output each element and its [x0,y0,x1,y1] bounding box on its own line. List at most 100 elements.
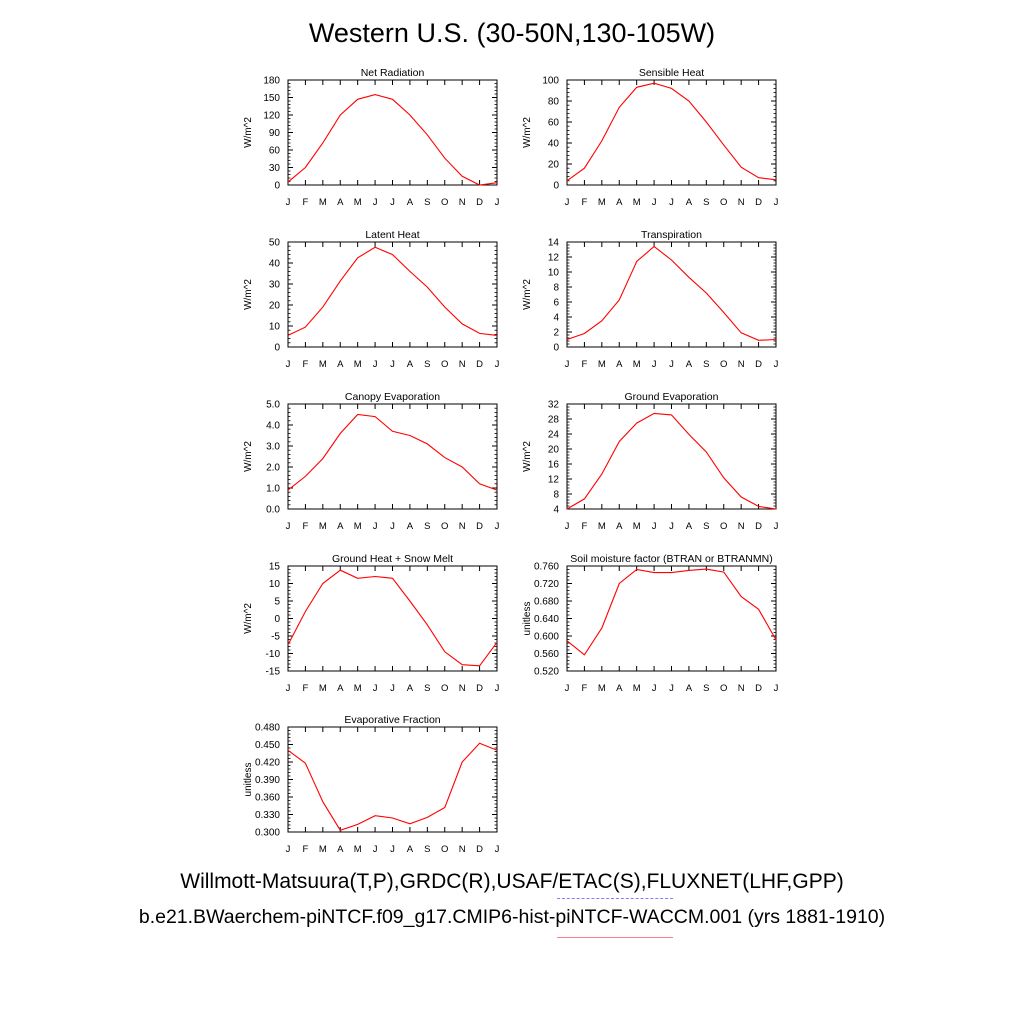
x-tick-label: A [407,197,414,208]
x-tick-label: J [373,844,378,855]
y-tick-label: 60 [269,146,281,157]
y-axis-label: W/m^2 [243,603,254,634]
y-tick-label: 60 [548,118,560,129]
x-tick-label: D [755,521,762,532]
x-tick-label: J [390,683,395,694]
chart-title: Net Radiation [361,67,425,79]
y-tick-label: 0.420 [255,758,280,769]
x-tick-label: A [686,683,693,694]
x-tick-label: A [337,683,344,694]
y-tick-label: 30 [269,280,281,291]
series-line [287,569,498,667]
plot-frame [287,241,498,348]
x-tick-label: S [424,359,430,370]
chart-title: Ground Heat + Snow Melt [332,553,453,565]
y-tick-label: 15 [269,562,281,573]
x-tick-label: J [495,844,500,855]
x-tick-label: J [774,683,779,694]
y-tick-label: 0.480 [255,723,280,734]
y-tick-label: 5.0 [266,400,280,411]
x-tick-label: A [407,521,414,532]
x-tick-label: F [303,359,309,370]
y-tick-label: 20 [548,160,560,171]
series-line [287,742,498,831]
x-tick-label: M [598,197,606,208]
x-tick-label: J [669,197,674,208]
x-tick-label: J [565,197,570,208]
y-tick-label: 12 [548,475,560,486]
x-tick-label: J [390,521,395,532]
series-line [566,245,777,341]
plot-frame [287,726,498,833]
x-tick-label: A [337,844,344,855]
x-tick-label: M [319,197,327,208]
x-tick-label: O [441,197,448,208]
y-tick-label: 8 [553,490,559,501]
y-tick-label: 5 [274,597,280,608]
plot-frame [287,79,498,186]
x-tick-label: J [774,521,779,532]
x-tick-label: J [669,359,674,370]
legend-model: b.e21.BWaerchem-piNTCF.f09_g17.CMIP6-his… [138,906,886,928]
y-axis-label: W/m^2 [243,441,254,472]
x-tick-label: A [616,359,623,370]
x-tick-label: N [459,197,466,208]
x-tick-label: A [337,359,344,370]
x-tick-label: M [354,683,362,694]
legend-observations: Willmott-Matsuura(T,P),GRDC(R),USAF/ETAC… [180,870,844,893]
x-tick-label: S [424,683,430,694]
series-line [566,568,777,656]
x-tick-label: M [598,683,606,694]
x-tick-label: O [441,844,448,855]
y-tick-label: 10 [269,579,281,590]
x-tick-label: A [407,683,414,694]
y-tick-label: -5 [271,632,280,643]
y-tick-label: 80 [548,97,560,108]
y-axis-label: W/m^2 [522,279,533,310]
x-tick-label: A [686,521,693,532]
x-tick-label: J [390,359,395,370]
series-line [566,82,777,182]
plot-frame [566,241,777,348]
y-tick-label: 28 [548,415,560,426]
x-tick-label: O [441,359,448,370]
y-tick-label: 8 [553,283,559,294]
y-tick-label: 10 [269,322,281,333]
chart-title: Latent Heat [365,229,419,241]
x-tick-label: M [319,359,327,370]
y-tick-label: -15 [266,667,281,678]
chart-title: Soil moisture factor (BTRAN or BTRANMN) [570,553,772,565]
chart-panel-8: Evaporative Fraction 0.300 0.330 0.360 0.390… [243,714,500,855]
y-tick-label: 0.640 [534,614,559,625]
x-tick-label: D [755,197,762,208]
y-tick-label: 50 [269,238,281,249]
chart-title: Canopy Evaporation [345,391,440,403]
x-tick-label: J [774,197,779,208]
y-axis-label: unitless [522,602,533,636]
x-tick-label: M [633,521,641,532]
x-tick-label: N [459,844,466,855]
y-tick-label: 4 [553,313,559,324]
x-tick-label: J [286,521,291,532]
x-tick-label: J [286,359,291,370]
x-tick-label: D [476,359,483,370]
x-tick-label: O [720,683,727,694]
x-tick-label: F [303,844,309,855]
x-tick-label: J [774,359,779,370]
x-tick-label: A [686,197,693,208]
y-tick-label: 0.520 [534,667,559,678]
x-tick-label: F [303,521,309,532]
y-tick-label: 0 [274,343,280,354]
series-line [287,413,498,491]
x-tick-label: J [495,197,500,208]
x-tick-label: D [476,844,483,855]
x-tick-label: A [616,683,623,694]
x-tick-label: F [582,197,588,208]
x-tick-label: J [652,197,657,208]
y-tick-label: 0.0 [266,505,280,516]
y-axis-label: W/m^2 [243,279,254,310]
x-tick-label: S [703,521,709,532]
